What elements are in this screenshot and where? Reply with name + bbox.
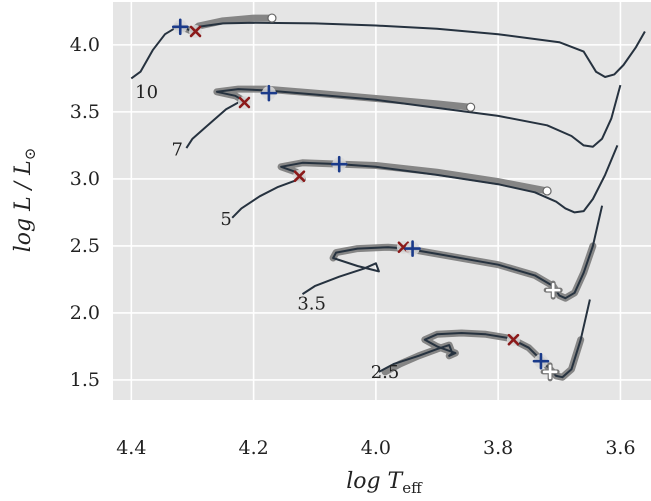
white-plus-marker xyxy=(543,280,563,300)
mass-label: 2.5 xyxy=(371,362,400,383)
x-axis-label: log Teff xyxy=(346,469,423,497)
y-tick-label: 3.5 xyxy=(70,101,100,123)
y-axis-label-main: log L / L xyxy=(11,160,36,252)
x-tick-label: 4.4 xyxy=(116,437,146,459)
y-tick-label: 2.5 xyxy=(70,235,100,257)
cross-marker xyxy=(292,169,306,183)
y-tick-label: 4.0 xyxy=(70,34,100,56)
cross-marker xyxy=(506,333,520,347)
grid xyxy=(113,2,651,400)
y-tick-labels: 1.5 2.0 2.5 3.0 3.5 4.0 xyxy=(70,34,100,391)
mass-label: 3.5 xyxy=(297,294,326,315)
track-line-10 xyxy=(130,21,646,80)
plus-marker xyxy=(532,352,550,370)
cross-marker xyxy=(189,24,203,38)
end-point-marker xyxy=(466,102,476,112)
markers xyxy=(171,13,563,382)
track-line-7 xyxy=(185,84,622,149)
y-tick-label: 1.5 xyxy=(70,369,100,391)
x-axis-label-main: log T xyxy=(346,469,404,494)
y-axis-label-sub: ⊙ xyxy=(21,148,39,161)
track-line-2.5 xyxy=(378,299,591,379)
plus-marker xyxy=(330,155,348,173)
white-plus-marker xyxy=(540,362,560,382)
mass-label: 5 xyxy=(220,209,231,230)
x-tick-label: 3.8 xyxy=(483,437,513,459)
plus-marker xyxy=(171,18,189,36)
plot-background xyxy=(113,2,651,400)
y-axis-label: log L / L⊙ xyxy=(11,148,39,253)
plus-marker xyxy=(404,240,421,257)
mass-label: 10 xyxy=(135,82,158,103)
cross-marker xyxy=(237,96,251,110)
x-tick-label: 4.2 xyxy=(239,437,269,459)
mass-labels: 10 7 5 3.5 2.5 xyxy=(135,82,399,383)
mass-label: 7 xyxy=(171,139,182,160)
x-tick-label: 3.6 xyxy=(605,437,635,459)
x-tick-label: 4.0 xyxy=(361,437,391,459)
track-line-5 xyxy=(231,145,619,219)
end-point-marker xyxy=(267,13,277,23)
x-axis-label-sub: eff xyxy=(402,479,423,497)
x-tick-labels: 4.4 4.2 4.0 3.8 3.6 xyxy=(116,437,635,459)
y-tick-label: 3.0 xyxy=(70,168,100,190)
end-point-marker xyxy=(542,186,552,196)
plus-marker xyxy=(260,84,278,102)
y-tick-label: 2.0 xyxy=(70,302,100,324)
